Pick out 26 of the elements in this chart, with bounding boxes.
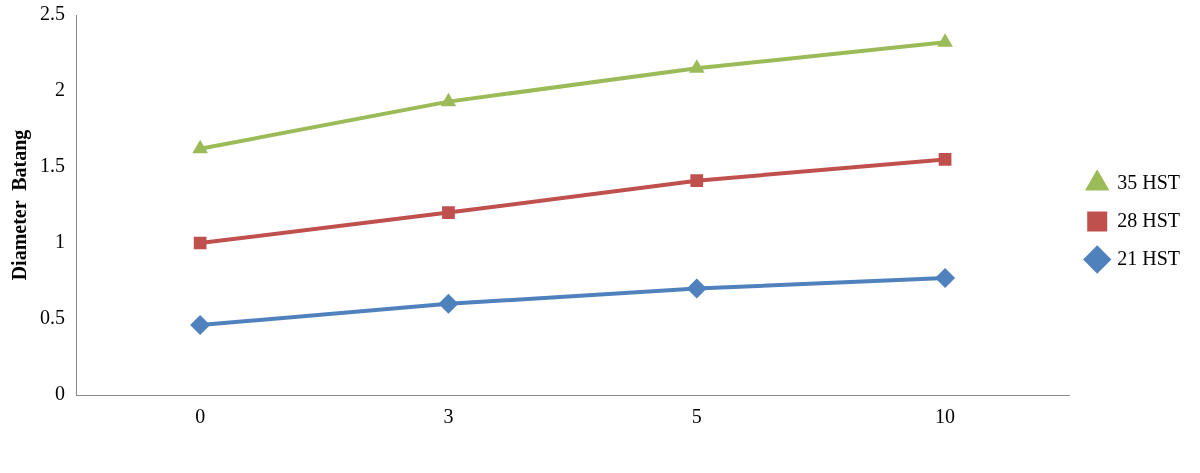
legend-label: 35 HST bbox=[1117, 170, 1181, 193]
y-tick-label: 2 bbox=[55, 78, 65, 101]
point bbox=[935, 267, 956, 288]
x-tick-label: 10 bbox=[935, 405, 956, 428]
y-tick-label: 1.5 bbox=[40, 154, 65, 177]
point bbox=[192, 139, 208, 154]
point bbox=[438, 293, 459, 314]
point bbox=[690, 174, 704, 188]
point bbox=[686, 278, 707, 299]
point bbox=[440, 92, 457, 107]
legend-label: 28 HST bbox=[1117, 208, 1181, 231]
y-tick-label: 1 bbox=[55, 230, 65, 253]
legend-label: 21 HST bbox=[1117, 246, 1181, 269]
x-tick-label: 0 bbox=[195, 405, 206, 428]
point bbox=[938, 153, 952, 166]
y-tick-label: 2.5 bbox=[40, 2, 65, 25]
y-axis-title: Diameter Batang bbox=[8, 129, 32, 281]
y-tick-label: 0 bbox=[55, 382, 65, 405]
y-tick-label: 0.5 bbox=[40, 306, 65, 329]
point bbox=[937, 33, 953, 47]
point bbox=[442, 206, 455, 219]
point bbox=[688, 59, 705, 73]
point bbox=[190, 315, 211, 336]
x-tick-label: 3 bbox=[443, 405, 454, 428]
point bbox=[193, 236, 207, 250]
x-tick-label: 5 bbox=[691, 405, 702, 428]
